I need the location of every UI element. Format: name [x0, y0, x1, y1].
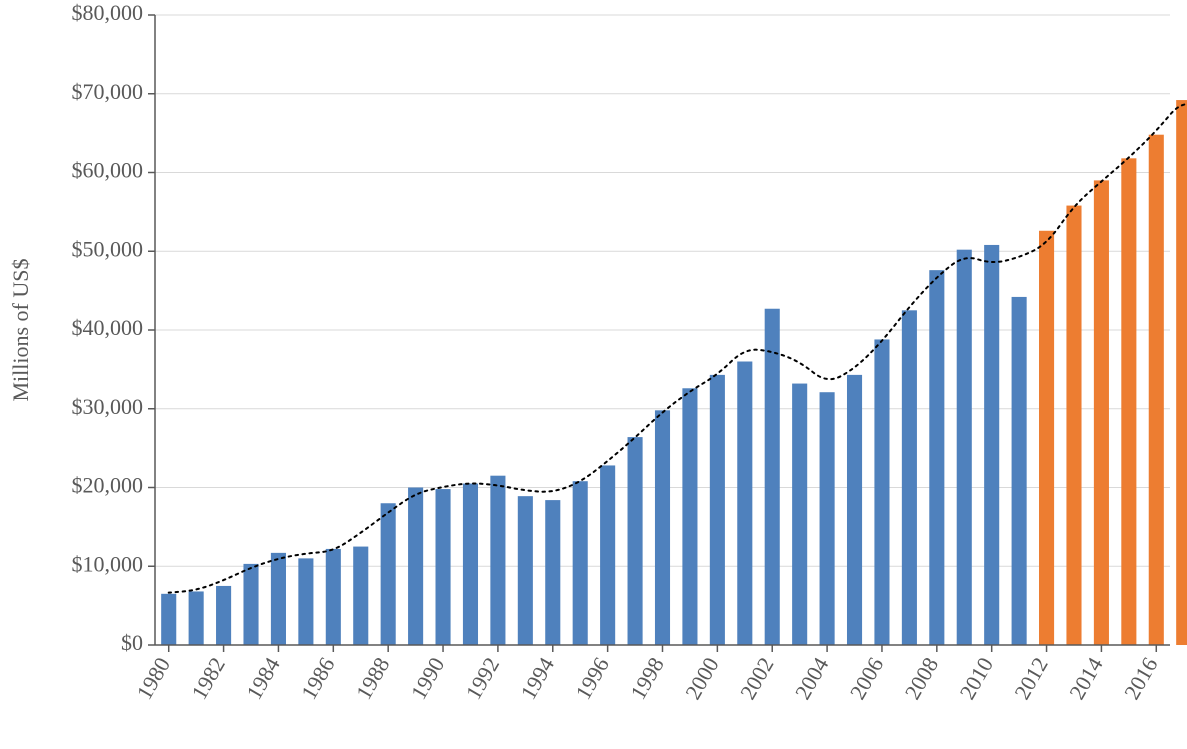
bar: [1066, 206, 1081, 645]
y-tick-label: $30,000: [72, 394, 144, 419]
bar: [1149, 135, 1164, 645]
x-tick-label: 2006: [845, 653, 889, 704]
bar: [189, 591, 204, 645]
bar: [1012, 297, 1027, 645]
x-tick-label: 2010: [954, 653, 998, 704]
bar: [271, 553, 286, 645]
bar: [573, 481, 588, 645]
y-tick-label: $80,000: [72, 0, 144, 25]
y-tick-label: $50,000: [72, 236, 144, 261]
bar: [902, 310, 917, 645]
x-tick-label: 2014: [1064, 653, 1108, 704]
bar: [161, 594, 176, 645]
bar: [408, 488, 423, 646]
bar: [792, 384, 807, 645]
y-tick-label: $60,000: [72, 158, 144, 183]
bar: [298, 558, 313, 645]
bar: [463, 484, 478, 645]
bar: [216, 586, 231, 645]
x-tick-label: 2004: [790, 653, 834, 704]
bar: [1094, 180, 1109, 645]
bar: [1121, 158, 1136, 645]
bar: [326, 549, 341, 645]
bar: [518, 496, 533, 645]
bar: [957, 250, 972, 645]
bar: [737, 362, 752, 646]
bar: [1039, 231, 1054, 645]
y-tick-label: $40,000: [72, 315, 144, 340]
bar: [929, 270, 944, 645]
bar: [600, 465, 615, 645]
x-tick-label: 1988: [351, 653, 395, 704]
bar: [682, 388, 697, 645]
x-ticks: 1980198219841986198819901992199419961998…: [131, 645, 1162, 704]
bar: [1176, 100, 1187, 645]
grid: $0 $10,000 $20,000 $30,000 $40,000 $50,000 $60…: [72, 0, 1171, 655]
x-tick-label: 1994: [515, 653, 559, 704]
x-tick-label: 2002: [735, 653, 779, 704]
x-tick-label: 1998: [625, 653, 669, 704]
x-tick-label: 1982: [186, 653, 230, 704]
y-tick-label: $0: [121, 630, 143, 655]
bar: [381, 503, 396, 645]
y-tick-label: $10,000: [72, 551, 144, 576]
x-tick-label: 1980: [131, 653, 175, 704]
bar: [820, 392, 835, 645]
bar: [243, 564, 258, 645]
x-tick-label: 1984: [241, 653, 285, 704]
bar: [847, 375, 862, 645]
bar: [655, 410, 670, 645]
bar: [765, 309, 780, 645]
y-tick-label: $70,000: [72, 79, 144, 104]
bars: [161, 61, 1187, 645]
x-tick-label: 2012: [1009, 653, 1053, 704]
y-axis-title: Millions of US$: [8, 258, 33, 401]
bar-chart: $0 $10,000 $20,000 $30,000 $40,000 $50,000 $60…: [0, 0, 1187, 749]
bar: [435, 489, 450, 645]
trend-line: [169, 104, 1187, 593]
bar: [710, 375, 725, 645]
bar: [490, 476, 505, 645]
x-tick-label: 1992: [461, 653, 505, 704]
bar: [353, 547, 368, 645]
bar: [628, 437, 643, 645]
x-tick-label: 1990: [406, 653, 450, 704]
x-tick-label: 2000: [680, 653, 724, 704]
bar: [984, 245, 999, 645]
x-tick-label: 2008: [900, 653, 944, 704]
bar: [874, 339, 889, 645]
y-tick-label: $20,000: [72, 473, 144, 498]
chart-svg: $0 $10,000 $20,000 $30,000 $40,000 $50,000 $60…: [0, 0, 1187, 749]
x-tick-label: 1996: [570, 653, 614, 704]
bar: [545, 500, 560, 645]
x-tick-label: 2016: [1119, 653, 1163, 704]
x-tick-label: 1986: [296, 653, 340, 704]
